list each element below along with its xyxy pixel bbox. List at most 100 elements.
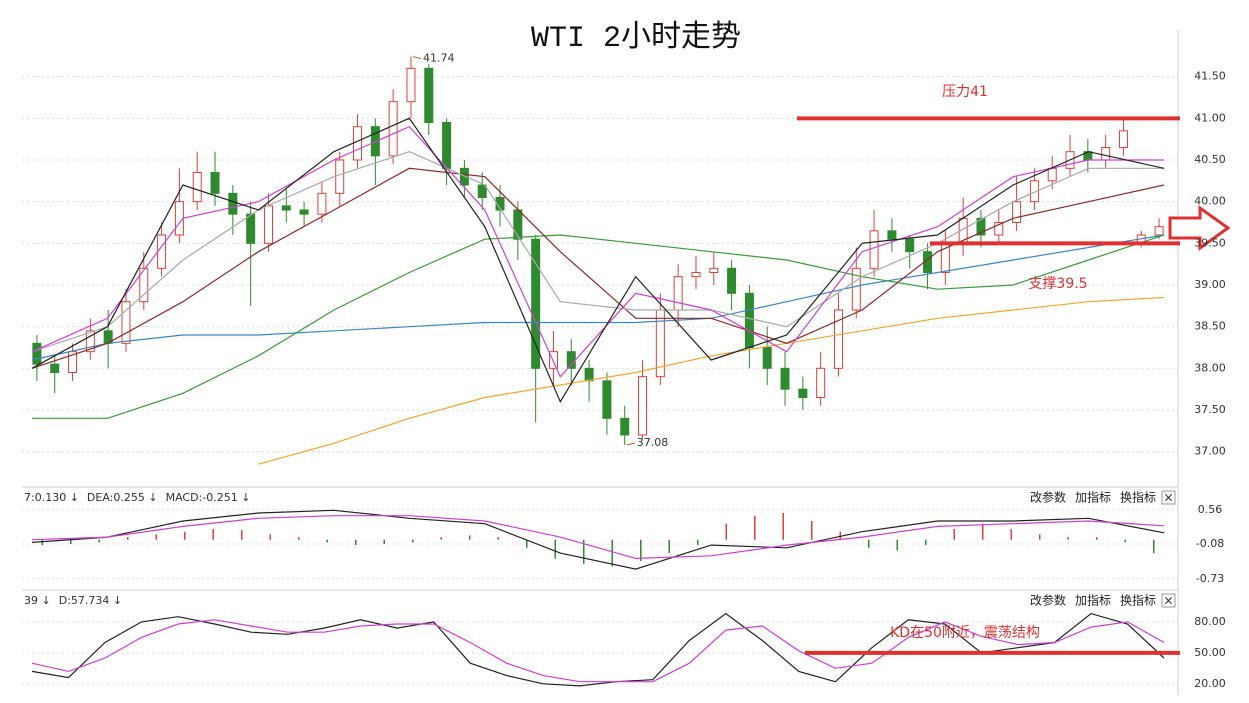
candle-body	[68, 351, 78, 373]
y-tick-label: 41.00	[1194, 111, 1226, 124]
button[interactable]: 改参数	[1030, 593, 1066, 608]
candle-body	[905, 238, 915, 253]
ma-line	[258, 296, 1165, 465]
candle-body	[299, 209, 309, 215]
candle-body	[691, 272, 701, 278]
button[interactable]: 换指标	[1120, 593, 1156, 608]
indicator-label: DEA:0.255 ↓	[87, 491, 158, 504]
y-tick-label: 0.56	[1198, 503, 1223, 516]
ma-line	[31, 234, 1165, 361]
candle-body	[121, 301, 131, 344]
candle-body	[459, 167, 469, 186]
candle-body	[1118, 130, 1128, 148]
candle-body	[762, 347, 772, 369]
candle-body	[406, 67, 416, 103]
ma-line	[31, 515, 1165, 560]
close-button[interactable]: ×	[1163, 594, 1173, 608]
button[interactable]: 换指标	[1120, 490, 1156, 505]
candle-body	[816, 367, 826, 399]
candle-body	[869, 230, 879, 269]
y-tick-label: 41.50	[1194, 70, 1226, 83]
annotation-pointer	[626, 442, 635, 446]
candle-body	[442, 122, 452, 169]
candle-body	[548, 351, 558, 369]
candle-body	[388, 101, 398, 157]
candle-body	[673, 276, 683, 311]
candle-body	[798, 388, 808, 398]
reference-label: 压力41	[942, 84, 988, 100]
ma-line	[31, 167, 1165, 369]
indicator-label: MACD:-0.251 ↓	[166, 491, 251, 504]
button[interactable]: 改参数	[1030, 490, 1066, 505]
y-tick-label: -0.73	[1196, 572, 1224, 585]
y-tick-label: 37.50	[1194, 403, 1226, 416]
annotation-pointer	[412, 56, 422, 60]
ma-line	[31, 612, 1165, 687]
chart-title: WTI 2小时走势	[531, 20, 741, 56]
candle-body	[976, 217, 986, 236]
ma-line	[31, 151, 1164, 353]
candle-body	[263, 205, 273, 244]
y-tick-label: 80.00	[1194, 615, 1226, 628]
candle-body	[85, 330, 95, 353]
candle-body	[638, 376, 648, 436]
candle-body	[281, 205, 291, 211]
button[interactable]: 加指标	[1075, 490, 1111, 505]
candle-body	[833, 309, 843, 369]
candle-body	[566, 351, 576, 369]
close-box[interactable]	[1161, 490, 1176, 505]
y-tick-label: -0.08	[1196, 537, 1224, 550]
candle-body	[744, 292, 754, 349]
candle-body	[602, 380, 612, 419]
candle-body	[50, 363, 60, 373]
y-tick-label: 39.50	[1194, 236, 1226, 249]
candle-body	[1029, 180, 1039, 203]
candle-body	[1012, 201, 1022, 224]
candle-body	[709, 267, 719, 274]
close-button[interactable]: ×	[1163, 491, 1173, 505]
candle-body	[228, 192, 238, 215]
candle-body	[727, 267, 737, 294]
candle-body	[477, 184, 487, 198]
indicator-label: 39 ↓	[24, 594, 51, 607]
candle-body	[851, 267, 861, 311]
y-tick-label: 40.00	[1194, 195, 1226, 208]
candle-body	[424, 67, 434, 124]
candle-body	[780, 367, 790, 390]
candle-body	[157, 234, 167, 269]
candle-body	[317, 192, 327, 215]
ma-line	[31, 117, 1165, 404]
arrow-icon	[1168, 205, 1231, 251]
annotation: 41.74	[423, 52, 455, 65]
candle-body	[531, 238, 541, 369]
candle-body	[513, 209, 523, 240]
candle-body	[1101, 147, 1111, 161]
y-tick-label: 40.50	[1194, 153, 1226, 166]
ma-line	[31, 509, 1165, 570]
candle-body	[620, 417, 630, 436]
button[interactable]: 加指标	[1075, 593, 1111, 608]
candle-body	[32, 342, 42, 365]
y-tick-label: 37.00	[1194, 445, 1226, 458]
candle-body	[1154, 226, 1164, 236]
close-box[interactable]	[1161, 593, 1176, 608]
candle-body	[495, 197, 505, 211]
candle-body	[887, 230, 897, 240]
ma-line	[32, 234, 1165, 419]
candle-body	[192, 172, 202, 203]
candle-body	[994, 222, 1004, 236]
candle-body	[335, 159, 345, 194]
indicator-label: D:57.734 ↓	[59, 594, 122, 607]
y-tick-label: 38.50	[1194, 320, 1226, 333]
ma-line	[31, 125, 1164, 378]
annotation: 37.08	[637, 436, 669, 449]
reference-label: KD在50附近，震荡结构	[890, 625, 1040, 641]
y-tick-label: 20.00	[1194, 677, 1226, 690]
candle-body	[584, 367, 594, 382]
candle-body	[210, 172, 220, 194]
candle-body	[1047, 167, 1057, 182]
reference-label: 支撑39.5	[1028, 276, 1087, 292]
candle-body	[353, 126, 363, 161]
candle-body	[139, 267, 149, 303]
